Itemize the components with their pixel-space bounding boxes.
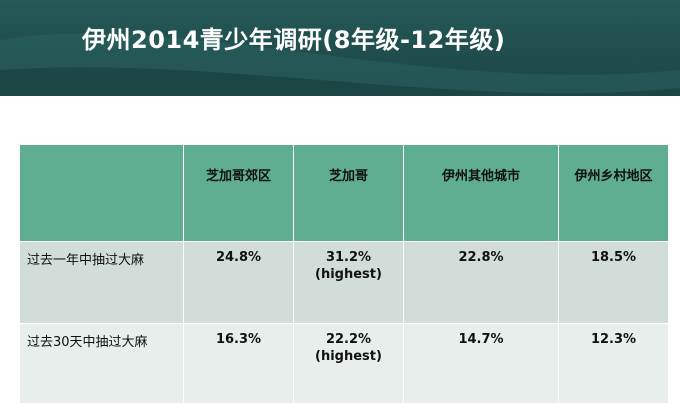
header-rural-areas: 伊州乡村地区 — [558, 144, 669, 242]
value-cell: 14.7% — [403, 323, 559, 404]
row-label: 过去一年中抽过大麻 — [19, 241, 184, 324]
table-row: 过去一年中抽过大麻 24.8% 31.2% (highest) 22.8% 18… — [19, 241, 669, 324]
header-empty-cell — [19, 144, 184, 242]
header-other-cities: 伊州其他城市 — [403, 144, 559, 242]
table-row: 过去30天中抽过大麻 16.3% 22.2% (highest) 14.7% 1… — [19, 323, 669, 404]
value-cell: 22.2% (highest) — [293, 323, 404, 404]
value-cell: 18.5% — [558, 241, 669, 324]
title-banner: 伊州2014青少年调研(8年级-12年级) — [0, 0, 680, 96]
header-chicago-suburbs: 芝加哥郊区 — [183, 144, 294, 242]
value-note: (highest) — [315, 267, 382, 282]
value-cell: 22.8% — [403, 241, 559, 324]
value-text: 22.2% — [325, 332, 372, 347]
slide-title: 伊州2014青少年调研(8年级-12年级) — [82, 26, 506, 54]
value-text: 18.5% — [590, 250, 637, 265]
survey-table: 芝加哥郊区 芝加哥 伊州其他城市 伊州乡村地区 过去一年中抽过大麻 24.8% … — [19, 144, 669, 404]
banner-sweep-decoration — [0, 33, 680, 96]
value-text: 24.8% — [215, 250, 262, 265]
value-text: 16.3% — [215, 332, 262, 347]
value-note: (highest) — [315, 349, 382, 364]
table-header-row: 芝加哥郊区 芝加哥 伊州其他城市 伊州乡村地区 — [19, 144, 669, 242]
header-chicago: 芝加哥 — [293, 144, 404, 242]
value-text: 12.3% — [590, 332, 637, 347]
value-cell: 16.3% — [183, 323, 294, 404]
row-label: 过去30天中抽过大麻 — [19, 323, 184, 404]
value-cell: 24.8% — [183, 241, 294, 324]
value-text: 22.8% — [458, 250, 504, 265]
value-text: 31.2% — [325, 250, 372, 265]
value-cell: 12.3% — [558, 323, 669, 404]
value-text: 14.7% — [458, 332, 504, 347]
value-cell: 31.2% (highest) — [293, 241, 404, 324]
